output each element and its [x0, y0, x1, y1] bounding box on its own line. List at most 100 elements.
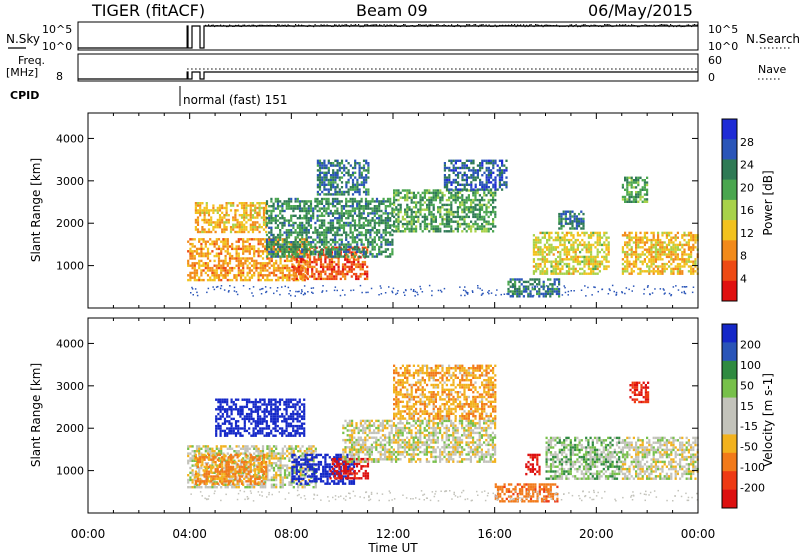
- scatter-cell: [338, 253, 341, 256]
- scatter-cell: [637, 179, 640, 182]
- scatter-cell: [276, 241, 280, 244]
- scatter-cell: [448, 210, 451, 214]
- scatter-cell: [511, 283, 514, 286]
- ground-scatter-cell: [664, 292, 666, 294]
- ground-scatter-cell: [481, 289, 483, 291]
- scatter-cell: [518, 278, 521, 281]
- scatter-cell: [355, 272, 358, 276]
- scatter-cell: [472, 210, 475, 214]
- scatter-cell: [224, 454, 227, 458]
- scatter-cell: [299, 240, 302, 243]
- scatter-cell: [352, 258, 356, 261]
- scatter-cell: [661, 262, 664, 266]
- scatter-cell: [338, 217, 341, 220]
- scatter-cell: [557, 234, 560, 237]
- scatter-cell: [298, 243, 302, 246]
- scatter-cell: [448, 203, 451, 207]
- scatter-cell: [583, 262, 586, 266]
- scatter-cell: [581, 272, 584, 275]
- scatter-cell: [293, 258, 296, 261]
- scatter-cell: [483, 218, 486, 221]
- scatter-cell: [236, 223, 239, 226]
- scatter-cell: [320, 253, 324, 256]
- scatter-cell: [492, 162, 495, 165]
- scatter-cell: [302, 275, 305, 278]
- scatter-cell: [626, 270, 629, 273]
- scatter-cell: [559, 267, 562, 271]
- scatter-cell: [279, 276, 282, 279]
- scatter-cell: [380, 236, 383, 239]
- scatter-cell: [234, 216, 237, 219]
- scatter-cell: [585, 260, 588, 263]
- scatter-cell: [459, 159, 462, 162]
- scatter-cell: [196, 223, 200, 226]
- nsearch-point: [683, 25, 685, 28]
- scatter-cell: [330, 277, 334, 281]
- scatter-cell: [683, 258, 686, 261]
- scatter-cell: [399, 191, 402, 195]
- scatter-cell: [643, 183, 646, 187]
- scatter-cell: [535, 243, 538, 247]
- scatter-cell: [650, 250, 653, 254]
- scatter-cell: [663, 265, 666, 268]
- scatter-cell: [338, 193, 341, 196]
- scatter-cell: [324, 272, 327, 276]
- nsearch-point: [380, 24, 382, 27]
- scatter-cell: [279, 205, 282, 208]
- nsearch-point: [605, 24, 607, 26]
- scatter-cell: [346, 260, 349, 264]
- scatter-cell: [459, 183, 462, 186]
- scatter-cell: [320, 250, 324, 253]
- scatter-cell: [253, 266, 256, 270]
- nsearch-point: [608, 24, 610, 26]
- scatter-cell: [428, 210, 431, 214]
- scatter-cell: [272, 219, 275, 222]
- scatter-cell: [485, 162, 488, 165]
- scatter-cell: [552, 238, 555, 242]
- scatter-cell: [296, 248, 299, 251]
- scatter-cell: [290, 259, 293, 263]
- scatter-cell: [187, 278, 190, 282]
- scatter-cell: [635, 191, 638, 194]
- scatter-cell: [244, 262, 247, 265]
- scatter-cell: [251, 202, 255, 205]
- scatter-cell: [408, 227, 411, 231]
- scatter-cell: [294, 207, 297, 210]
- nsearch-point: [415, 25, 417, 27]
- scatter-cell: [563, 262, 566, 266]
- scatter-cell: [202, 264, 205, 267]
- scatter-cell: [490, 171, 493, 174]
- scatter-cell: [234, 230, 237, 234]
- scatter-cell: [474, 230, 477, 233]
- scatter-cell: [685, 241, 688, 244]
- scatter-cell: [362, 169, 366, 172]
- scatter-cell: [478, 198, 481, 202]
- nsearch-point: [598, 25, 600, 27]
- scatter-cell: [318, 219, 321, 222]
- scatter-cell: [296, 233, 299, 237]
- scatter-cell: [503, 169, 506, 172]
- scatter-cell: [281, 238, 284, 241]
- scatter-cell: [203, 214, 206, 217]
- scatter-cell: [253, 254, 256, 258]
- scatter-cell: [646, 270, 649, 273]
- scatter-cell: [205, 204, 208, 207]
- nsearch-point: [589, 25, 591, 28]
- scatter-cell: [448, 198, 451, 202]
- scatter-cell: [467, 194, 470, 197]
- scatter-cell: [507, 280, 510, 284]
- nsearch-point: [541, 24, 543, 26]
- scatter-cell: [309, 200, 313, 203]
- scatter-cell: [266, 264, 269, 267]
- scatter-cell: [276, 207, 280, 210]
- scatter-cell: [489, 227, 492, 231]
- scatter-cell: [423, 201, 426, 204]
- scatter-cell: [415, 194, 418, 197]
- scatter-cell: [358, 207, 361, 210]
- scatter-cell: [479, 162, 482, 165]
- scatter-cell: [331, 233, 335, 237]
- scatter-cell: [189, 250, 192, 253]
- scatter-cell: [353, 236, 357, 239]
- scatter-cell: [472, 194, 475, 197]
